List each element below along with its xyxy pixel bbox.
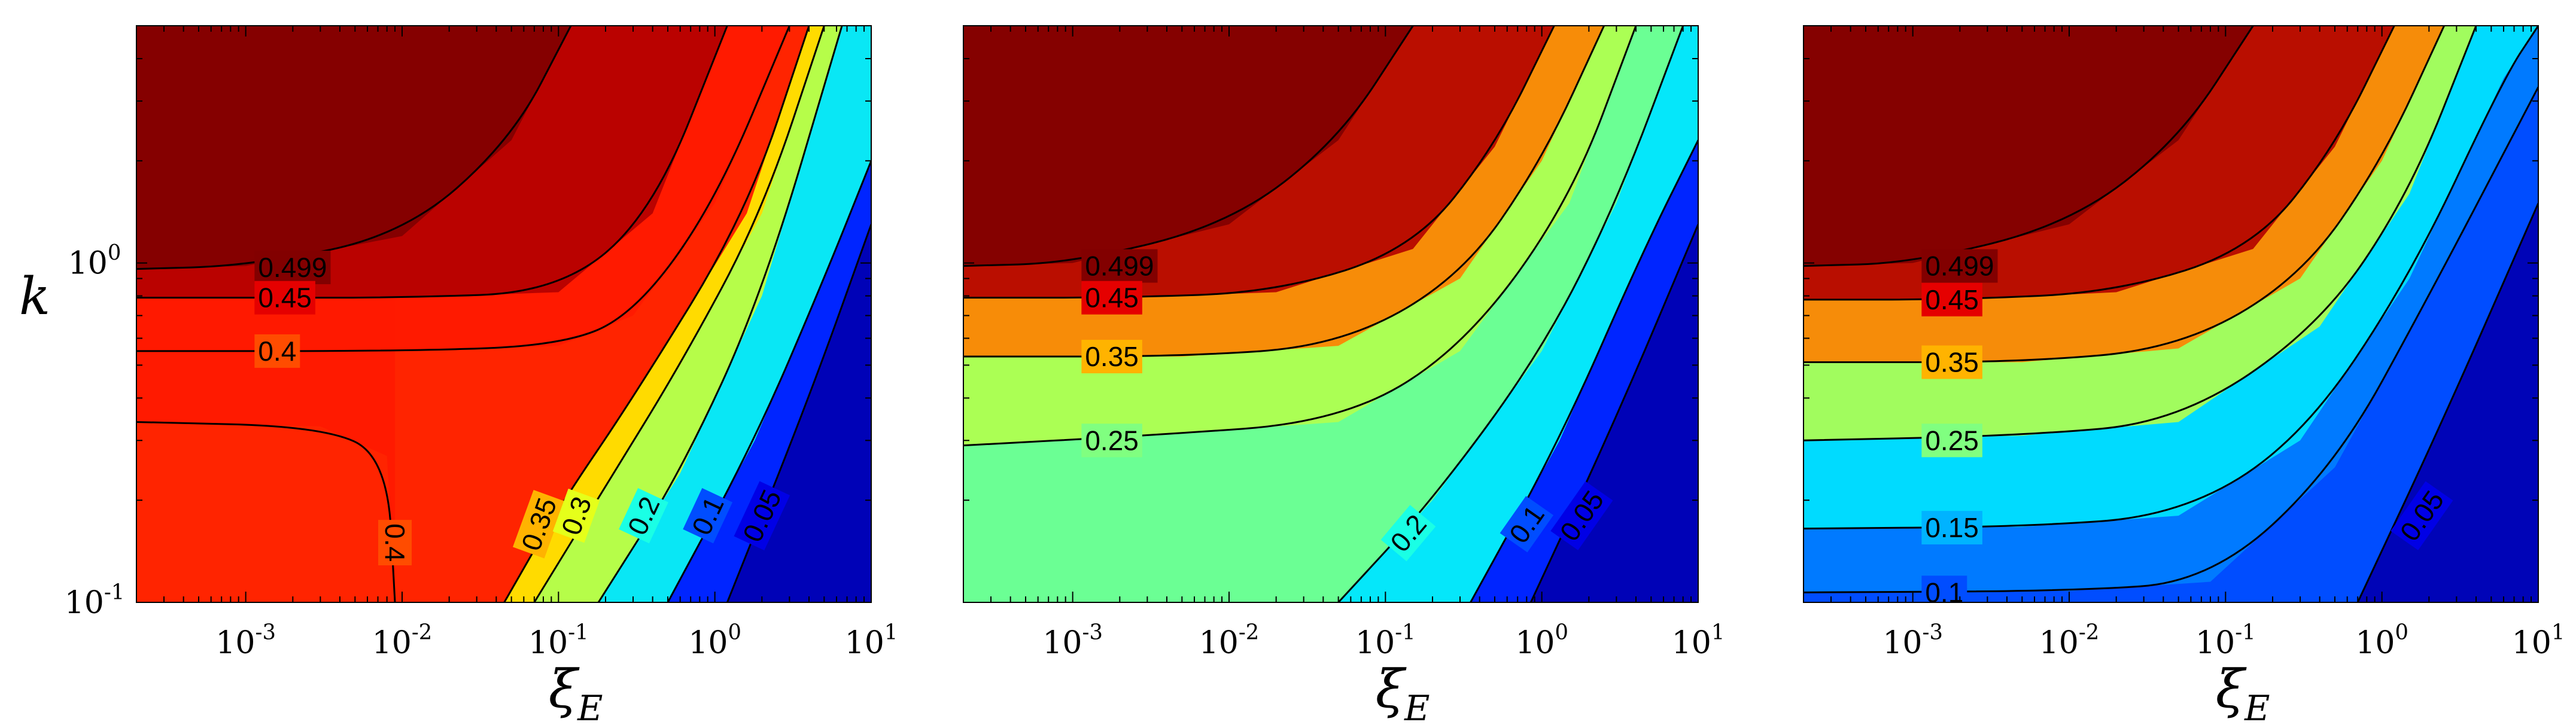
contour-line-0.05 bbox=[726, 224, 871, 602]
contour-line-0.45 bbox=[1803, 26, 2395, 301]
contour-label-background bbox=[378, 520, 412, 566]
contour-line-0.2 bbox=[1337, 26, 1684, 602]
contour-label: 0.25 bbox=[1925, 425, 1979, 456]
contour-line-0.05 bbox=[2356, 203, 2538, 602]
contour-label: 0.35 bbox=[1085, 341, 1139, 372]
x-axis-label: ξE bbox=[1376, 658, 1430, 728]
contour-line-0.35 bbox=[1803, 26, 2446, 364]
contour-label-background bbox=[254, 251, 331, 285]
contour-line-0.499 bbox=[136, 26, 572, 270]
level-region-0.499 bbox=[963, 26, 1413, 266]
contour-line-0.1 bbox=[1470, 139, 1698, 602]
contour-line-0.1 bbox=[667, 160, 871, 602]
x-tick-label: 10-2 bbox=[372, 620, 433, 661]
contour-line-0.499 bbox=[1803, 26, 2254, 267]
contour-label-background bbox=[1921, 511, 1982, 545]
y-axis-label: k bbox=[19, 267, 50, 327]
contour-line-0.35 bbox=[963, 26, 1605, 358]
contour-label-background bbox=[1921, 249, 1998, 283]
contour-line-0.35 bbox=[503, 26, 810, 602]
contour-label-background bbox=[734, 481, 790, 551]
x-tick-label: 10-1 bbox=[2195, 620, 2256, 661]
level-region-0.05 bbox=[727, 224, 871, 602]
y-tick-label: 100 bbox=[68, 240, 121, 281]
x-tick-label: 100 bbox=[2355, 620, 2408, 661]
x-tick-label: 101 bbox=[1672, 620, 1725, 661]
x-tick-label: 100 bbox=[688, 620, 741, 661]
contour-line-0.45 bbox=[963, 26, 1555, 299]
contour-line-0.3 bbox=[533, 26, 825, 602]
contour-label: 0.15 bbox=[1925, 512, 1979, 543]
contour-label-background bbox=[1921, 345, 1982, 379]
level-region-0.05 bbox=[2358, 203, 2538, 602]
contour-label-background bbox=[2391, 481, 2453, 550]
contour-line-0.4 bbox=[136, 421, 396, 602]
x-axis-label: ξE bbox=[2216, 658, 2270, 728]
contour-label-background bbox=[1081, 249, 1158, 283]
x-tick-label: 10-1 bbox=[528, 620, 589, 661]
x-tick-label: 101 bbox=[845, 620, 898, 661]
x-tick-label: 10-2 bbox=[2039, 620, 2100, 661]
contour-line-0.25 bbox=[963, 26, 1637, 447]
y-tick-label: 10-1 bbox=[65, 580, 125, 621]
x-tick-label: 10-2 bbox=[1199, 620, 1260, 661]
x-tick-label: 100 bbox=[1515, 620, 1568, 661]
x-tick-label: 10-3 bbox=[1042, 620, 1103, 661]
contour-label: 0.499 bbox=[1925, 251, 1994, 282]
contour-label: 0.1 bbox=[1925, 577, 1963, 608]
level-region-0.05 bbox=[1531, 224, 1698, 602]
contour-line-0.25 bbox=[1803, 26, 2477, 441]
contour-label-background bbox=[1380, 505, 1436, 562]
contour-label: 0.35 bbox=[1925, 347, 1979, 378]
contour-label: 0.499 bbox=[1085, 251, 1154, 282]
contour-label-background bbox=[1081, 340, 1142, 374]
contour-label-background bbox=[1921, 282, 1982, 316]
contour-label: 0.45 bbox=[1925, 284, 1979, 315]
contour-label-background bbox=[254, 334, 300, 368]
contour-label-background bbox=[1550, 481, 1613, 550]
x-tick-label: 10-1 bbox=[1355, 620, 1416, 661]
x-tick-label: 10-3 bbox=[215, 620, 276, 661]
contour-label-background bbox=[552, 488, 600, 543]
contour-label: 0.45 bbox=[1085, 282, 1139, 313]
plot-frame bbox=[1803, 25, 2539, 603]
contour-label: 0.45 bbox=[258, 282, 312, 313]
contour-label-background bbox=[1081, 424, 1142, 458]
contour-label: 0.4 bbox=[379, 523, 410, 562]
contour-label-background bbox=[254, 281, 315, 315]
x-tick-label: 101 bbox=[2512, 620, 2565, 661]
x-axis-label: ξE bbox=[549, 658, 603, 728]
contour-label-background bbox=[1500, 496, 1554, 553]
contour-label-background bbox=[1921, 424, 1982, 458]
contour-label-background bbox=[619, 488, 668, 544]
contour-line-0.499 bbox=[963, 26, 1414, 267]
x-tick-label: 10-3 bbox=[1882, 620, 1943, 661]
contour-label-background bbox=[1081, 281, 1142, 315]
contour-label-background bbox=[513, 489, 565, 559]
plot-frame bbox=[136, 25, 872, 603]
contour-line-0.2 bbox=[597, 26, 843, 602]
contour-label-background bbox=[683, 488, 733, 544]
contour-label: 0.4 bbox=[258, 336, 296, 367]
contour-label: 0.25 bbox=[1085, 425, 1139, 456]
contour-label: 0.499 bbox=[258, 252, 327, 283]
plot-frame bbox=[963, 25, 1699, 603]
level-region-0.499 bbox=[136, 26, 571, 269]
level-region-0.499 bbox=[1803, 26, 2253, 266]
contour-line-0.45 bbox=[136, 26, 728, 299]
